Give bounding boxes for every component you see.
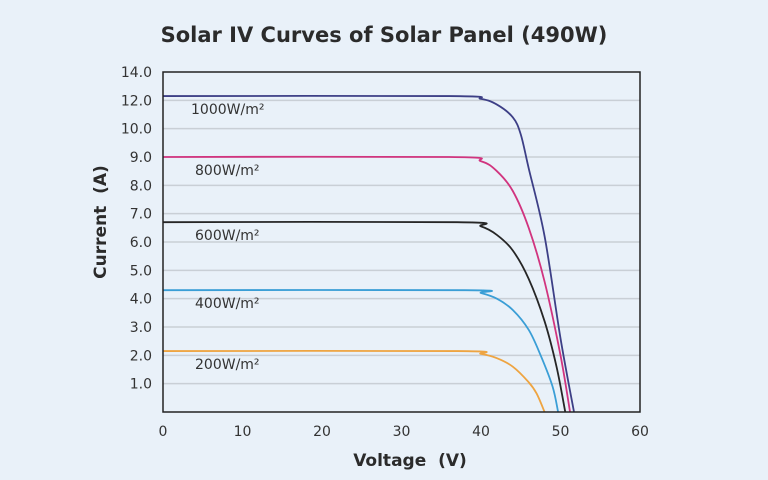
chart-title: Solar IV Curves of Solar Panel (490W) — [161, 23, 608, 47]
series-line-800 — [162, 155, 571, 413]
x-tick-labels: 0 10 20 30 40 50 60 — [159, 424, 649, 440]
y-axis-label: Current (A) — [91, 165, 111, 279]
x-tick-label: 20 — [313, 424, 331, 440]
y-tick-label: 14.0 — [121, 65, 152, 81]
y-tick-label: 7.0 — [130, 207, 152, 223]
x-tick-label: 50 — [552, 424, 570, 440]
y-tick-labels: 1.0 2.0 3.0 4.0 5.0 6.0 7.0 8.0 9.0 10.0 12.0 14.0 — [121, 65, 152, 393]
x-axis-label: Voltage (V) — [353, 451, 467, 471]
y-tick-label: 5.0 — [130, 263, 152, 279]
series-label: 1000W/m² — [191, 102, 264, 118]
y-tick-label: 1.0 — [130, 377, 152, 393]
series-label: 200W/m² — [195, 357, 260, 373]
series-label: 600W/m² — [195, 228, 260, 244]
series-label: 800W/m² — [195, 163, 260, 179]
y-tick-label: 10.0 — [121, 122, 152, 138]
series-label: 400W/m² — [195, 296, 260, 312]
series-line-1000 — [162, 94, 575, 413]
plot-frame — [162, 71, 641, 413]
x-tick-label: 40 — [472, 424, 490, 440]
series-line-400 — [162, 289, 559, 413]
x-tick-label: 10 — [234, 424, 252, 440]
series-line-600 — [162, 220, 567, 413]
x-tick-label: 60 — [631, 424, 649, 440]
x-tick-label: 0 — [159, 424, 168, 440]
y-tick-label: 12.0 — [121, 93, 152, 109]
y-tick-label: 6.0 — [130, 235, 152, 251]
y-tick-label: 9.0 — [130, 150, 152, 166]
series-annotations: 1000W/m² 800W/m² 600W/m² 400W/m² 200W/m² — [191, 102, 264, 373]
series-lines — [162, 94, 575, 413]
series-line-200 — [162, 349, 546, 413]
y-tick-label: 3.0 — [130, 320, 152, 336]
y-tick-label: 2.0 — [130, 348, 152, 364]
y-tick-label: 8.0 — [130, 178, 152, 194]
y-tick-label: 4.0 — [130, 292, 152, 308]
x-tick-label: 30 — [393, 424, 411, 440]
